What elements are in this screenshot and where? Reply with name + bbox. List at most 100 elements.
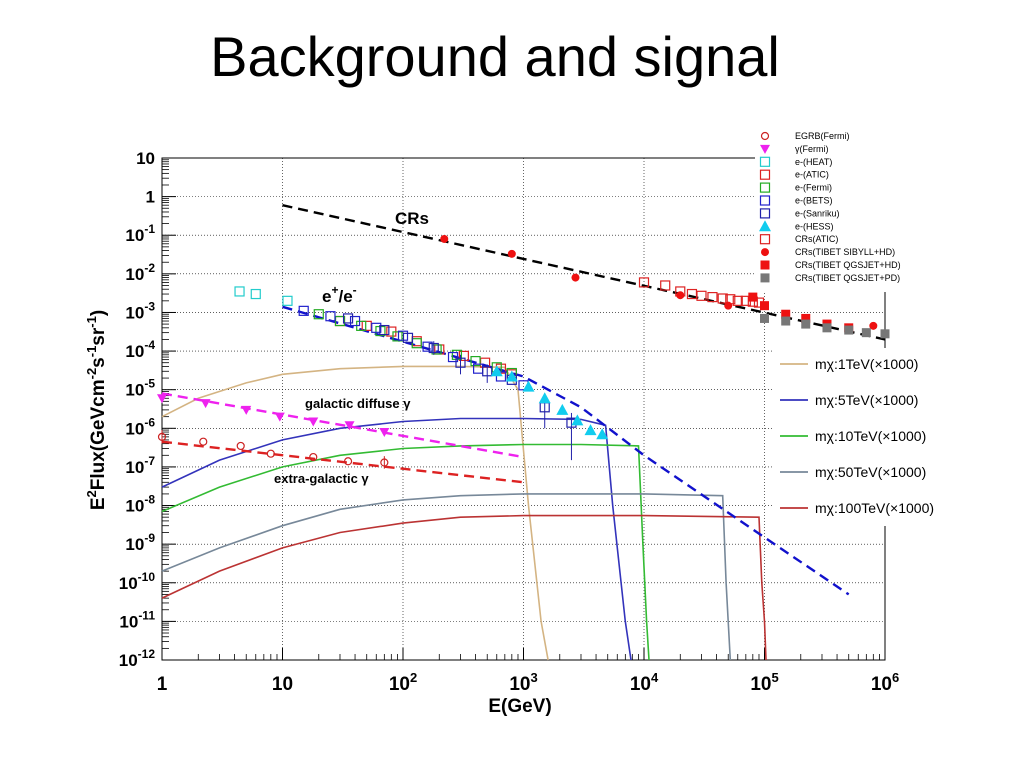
legend-label-egrb-fermi: EGRB(Fermi) — [795, 131, 850, 141]
data-point-crs-tibet-sibyll-hd — [440, 234, 449, 243]
data-point-egrb-fermi — [343, 457, 353, 466]
y-tick-label: 10-10 — [119, 570, 156, 593]
data-point-crs-tibet-sibyll-hd — [676, 291, 685, 300]
annotation-positron-electron: e+/e- — [322, 283, 357, 306]
legend-label-crs-tibet-qgsjet-pd: CRs(TIBET QGSJET+PD) — [795, 273, 900, 283]
data-point-e-sanriku — [482, 366, 493, 377]
data-point-e-sanriku — [379, 324, 390, 336]
legend-label-e-heat: e-(HEAT) — [795, 157, 832, 167]
x-tick-label: 105 — [750, 670, 778, 695]
data-point-crs-tibet-qgsjet-pd — [801, 319, 811, 329]
data-point-e-bets — [298, 305, 309, 316]
data-point-crs-tibet-sibyll-hd — [724, 301, 733, 310]
x-tick-label: 106 — [871, 670, 899, 695]
data-point-crs-tibet-qgsjet-hd — [781, 309, 791, 319]
data-point-e-sanriku — [402, 332, 414, 343]
legend-label-fermi: γ(Fermi) — [795, 144, 829, 154]
legend-marker-e-sanriku — [759, 208, 771, 219]
fit-line-e-e — [282, 305, 850, 596]
legend-label-crs-tibet-qgsjet-hd: CRs(TIBET QGSJET+HD) — [795, 260, 901, 270]
data-point-crs-tibet-qgsjet-pd — [781, 316, 791, 326]
legend-marker-egrb-fermi — [760, 131, 770, 141]
data-point-fermi — [157, 394, 167, 404]
x-tick-label: 102 — [389, 670, 417, 695]
y-tick-label: 1 — [146, 188, 155, 207]
x-tick-label: 104 — [630, 670, 659, 695]
legend-line-label-m-100tev-1000: mχ:100TeV(×1000) — [815, 500, 934, 516]
legend-label-e-fermi: e-(Fermi) — [795, 183, 832, 193]
legend-label-crs-atic: CRs(ATIC) — [795, 234, 838, 244]
y-tick-label: 10-8 — [125, 493, 155, 516]
data-point-crs-atic — [717, 293, 728, 304]
legend-marker-fermi — [760, 144, 770, 154]
data-point-crs-tibet-sibyll-hd — [571, 273, 580, 282]
y-tick-label: 10 — [136, 149, 155, 168]
y-tick-label: 10-2 — [125, 261, 155, 284]
annotations-layer: CRs e+/e-galactic diffuse γ extra-galactic… — [274, 209, 429, 486]
data-point-fermi — [344, 421, 355, 431]
data-point-e-sanriku — [342, 313, 354, 324]
annotation-crs: CRs — [395, 209, 429, 228]
data-point-e-hess — [556, 403, 569, 415]
data-point-crs-tibet-sibyll-hd — [507, 249, 516, 258]
signal-curve-m-5tev-1000 — [161, 417, 632, 661]
data-point-crs-tibet-qgsjet-hd — [801, 313, 811, 323]
legend-marker-e-hess — [759, 220, 771, 232]
legend-label-crs-tibet-sibyll-hd: CRs(TIBET SIBYLL+HD) — [795, 247, 895, 257]
data-point-e-sanriku — [428, 342, 439, 354]
y-tick-label: 10-1 — [125, 222, 155, 245]
data-point-e-hess — [490, 365, 503, 377]
x-tick-label: 103 — [509, 670, 537, 695]
data-point-e-fermi — [313, 309, 324, 320]
data-point-crs-tibet-qgsjet-pd — [880, 329, 890, 339]
data-point-crs-tibet-qgsjet-pd — [822, 323, 832, 333]
data-point-e-hess — [584, 424, 597, 436]
legend-label-e-atic: e-(ATIC) — [795, 170, 829, 180]
data-point-crs-tibet-qgsjet-pd — [844, 325, 854, 335]
signal-curve-m-1tev-1000 — [161, 365, 549, 661]
annotation-extra-galactic: extra-galactic γ — [274, 471, 369, 486]
data-point-e-bets — [371, 322, 382, 333]
legend-marker-e-bets — [759, 195, 771, 206]
axes-layer: 1 10 102 103 104 105 106 10 1 10-1 10-2 10-3 10-4 10-… — [84, 149, 899, 717]
data-point-e-hess — [522, 380, 535, 392]
signal-curve-m-10tev-1000 — [161, 443, 650, 661]
data-point-crs-tibet-qgsjet-pd — [861, 328, 871, 338]
data-point-fermi — [379, 428, 390, 438]
legend-marker-e-heat — [759, 156, 771, 167]
data-point-e-atic — [458, 350, 469, 362]
y-tick-label: 10-5 — [125, 377, 155, 400]
data-point-egrb-fermi — [157, 432, 167, 441]
legend-marker-crs-tibet-sibyll-hd — [761, 248, 769, 257]
data-point-crs-tibet-qgsjet-pd — [760, 313, 769, 323]
signal-curve-m-100tev-1000 — [161, 514, 767, 661]
y-tick-label: 10-11 — [119, 608, 155, 631]
y-tick-label: 10-6 — [125, 415, 155, 438]
slide-title: Background and signal — [210, 25, 780, 88]
data-point-egrb-fermi — [266, 449, 275, 458]
x-tick-label: 1 — [157, 674, 168, 695]
fit-line-galactic-diffuse — [161, 392, 524, 459]
data-point-crs-tibet-sibyll-hd — [869, 321, 878, 330]
data-point-e-heat — [282, 295, 293, 306]
legend-marker-crs-tibet-qgsjet-hd — [760, 260, 770, 270]
legend-label-e-bets: e-(BETS) — [795, 196, 833, 206]
data-point-e-bets — [447, 351, 459, 363]
data-point-egrb-fermi — [380, 458, 389, 467]
data-point-e-fermi — [392, 331, 403, 342]
data-point-e-hess — [571, 414, 584, 426]
data-point-e-hess — [505, 370, 518, 382]
fit-line-extra-galactic — [161, 440, 524, 484]
y-tick-label: 10-7 — [125, 454, 155, 477]
y-tick-label: 10-12 — [119, 647, 156, 670]
legend-line-label-m-10tev-1000: mχ:10TeV(×1000) — [815, 428, 926, 444]
legend-line-label-m-50tev-1000: mχ:50TeV(×1000) — [815, 464, 926, 480]
data-point-fermi — [308, 417, 319, 427]
data-point-fermi — [200, 399, 211, 409]
y-tick-label: 10-3 — [125, 299, 155, 322]
signal-curves-layer — [161, 365, 767, 661]
data-point-crs-tibet-qgsjet-hd — [748, 292, 758, 302]
data-point-crs-tibet-qgsjet-hd — [760, 301, 769, 311]
legend-label-e-sanriku: e-(Sanriku) — [795, 208, 840, 218]
